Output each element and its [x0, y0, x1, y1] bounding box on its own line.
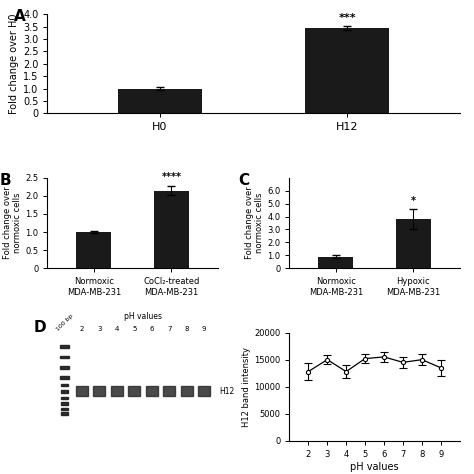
Text: 8: 8 — [184, 326, 189, 331]
Text: pH values: pH values — [124, 312, 162, 321]
Bar — [198, 386, 210, 396]
Y-axis label: Fold change over
normoxic cells: Fold change over normoxic cells — [245, 187, 264, 259]
Bar — [319, 256, 353, 268]
Bar — [128, 386, 140, 396]
Bar — [305, 28, 390, 113]
Text: 2: 2 — [80, 326, 84, 331]
Text: 3: 3 — [97, 326, 101, 331]
Text: B: B — [0, 173, 11, 188]
Text: A: A — [14, 9, 26, 24]
Text: H12: H12 — [219, 386, 235, 395]
Bar — [61, 390, 68, 393]
Text: *: * — [411, 196, 416, 206]
Bar — [61, 408, 68, 410]
Bar — [60, 345, 69, 347]
Bar — [60, 366, 69, 369]
Y-axis label: Fold change over
normoxic cells: Fold change over normoxic cells — [3, 187, 22, 259]
Bar — [118, 89, 202, 113]
Text: 5: 5 — [132, 326, 137, 331]
Bar — [93, 386, 105, 396]
Bar — [163, 386, 175, 396]
Bar — [61, 402, 68, 405]
Text: 6: 6 — [149, 326, 154, 331]
Bar — [181, 386, 192, 396]
Text: 100 bp: 100 bp — [55, 313, 74, 331]
Bar — [76, 232, 111, 268]
Text: 4: 4 — [115, 326, 119, 331]
Bar — [111, 386, 123, 396]
Y-axis label: H12 band intensity: H12 band intensity — [242, 346, 251, 427]
Text: D: D — [34, 319, 46, 335]
Text: ***: *** — [338, 13, 356, 23]
Bar — [61, 384, 68, 386]
Bar — [60, 376, 69, 379]
X-axis label: pH values: pH values — [350, 462, 399, 472]
Bar — [76, 386, 88, 396]
Bar — [154, 191, 189, 268]
Text: 7: 7 — [167, 326, 172, 331]
Bar — [396, 219, 431, 268]
Y-axis label: Fold change over H0: Fold change over H0 — [9, 14, 18, 114]
Text: 9: 9 — [202, 326, 206, 331]
Bar — [60, 356, 69, 358]
Bar — [61, 412, 68, 415]
Text: C: C — [238, 173, 249, 188]
Text: ****: **** — [161, 172, 182, 182]
Bar — [146, 386, 158, 396]
Bar — [61, 397, 68, 400]
